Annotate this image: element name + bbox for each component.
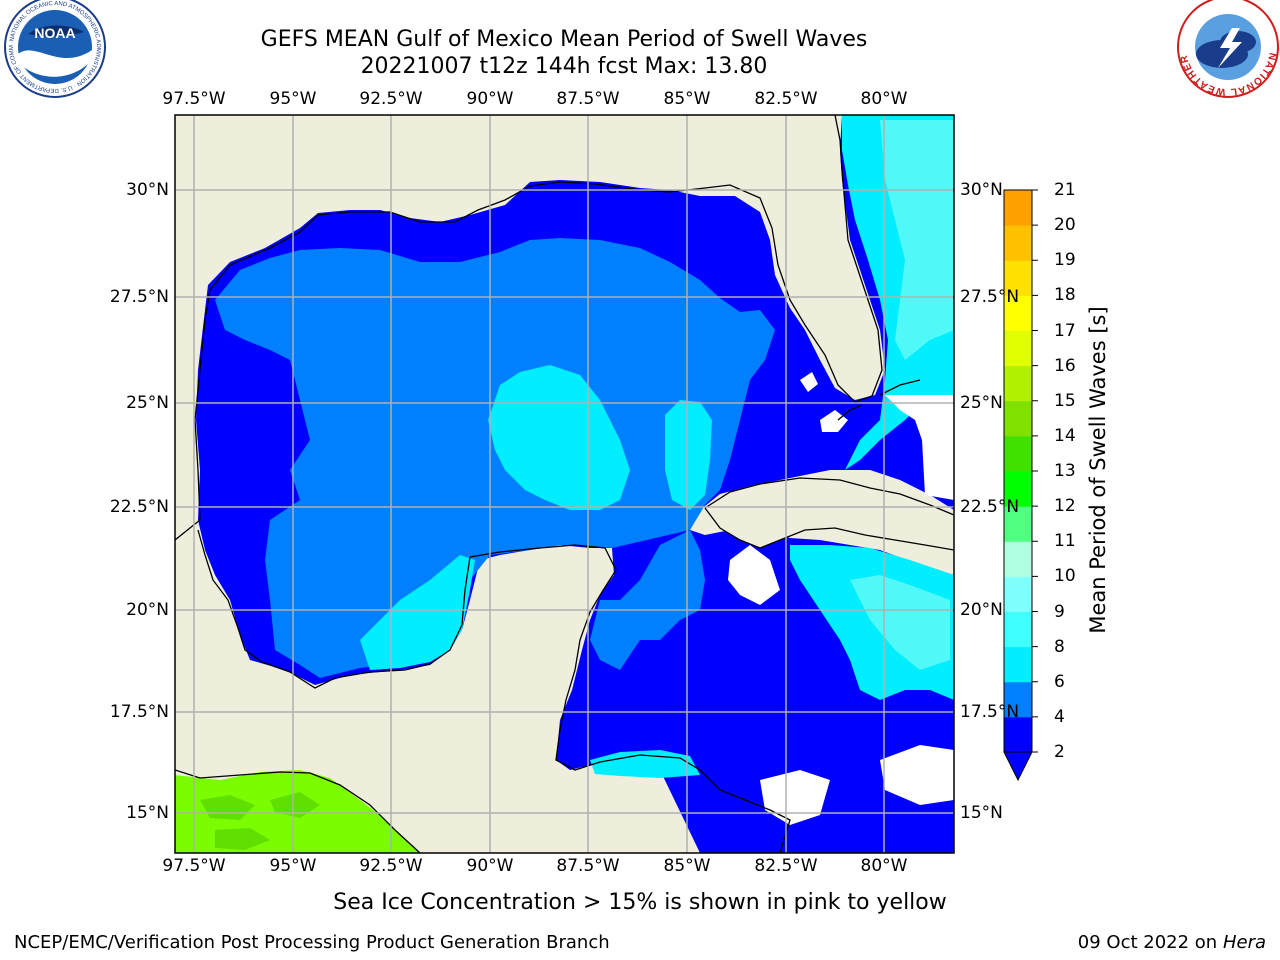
sea-ice-note: Sea Ice Concentration > 15% is shown in … bbox=[333, 890, 947, 915]
graticule bbox=[175, 115, 954, 853]
colorbar-segment bbox=[1004, 716, 1032, 753]
x-tick-top: 92.5°W bbox=[359, 89, 423, 109]
colorbar-segment bbox=[1004, 506, 1032, 542]
x-tick-bottom: 80°W bbox=[860, 856, 908, 876]
swell-period-11-12s-pacific-patches bbox=[200, 792, 320, 850]
colorbar-segment bbox=[1004, 190, 1032, 226]
x-tick-top: 95°W bbox=[269, 89, 317, 109]
footer-host: Hera bbox=[1222, 932, 1266, 953]
colorbar-extend-arrow bbox=[1003, 751, 1033, 782]
colorbar-tick: 12 bbox=[1054, 496, 1076, 517]
y-tick-right: 22.5°N bbox=[960, 497, 1020, 517]
chart-subtitle: 20221007 t12z 144h fcst Max: 13.80 bbox=[360, 54, 768, 79]
no-data-bahamas bbox=[885, 395, 954, 500]
colorbar-segment bbox=[1004, 576, 1032, 612]
colorbar-label: Mean Period of Swell Waves [s] bbox=[1086, 306, 1110, 634]
x-tick-bottom: 82.5°W bbox=[754, 856, 818, 876]
colorbar-segment bbox=[1004, 541, 1032, 577]
colorbar-tick: 17 bbox=[1054, 320, 1076, 341]
colorbar-tick: 13 bbox=[1054, 461, 1076, 481]
y-tick-left: 20°N bbox=[126, 600, 169, 620]
colorbar-tick: 20 bbox=[1054, 215, 1076, 236]
y-tick-right: 30°N bbox=[960, 180, 1003, 200]
x-tick-top: 80°W bbox=[860, 89, 908, 109]
x-tick-bottom: 97.5°W bbox=[162, 856, 226, 876]
colorbar-tick: 19 bbox=[1054, 250, 1076, 271]
y-tick-left: 25°N bbox=[126, 393, 169, 413]
y-tick-left: 27.5°N bbox=[109, 287, 169, 307]
colorbar-tick: 6 bbox=[1054, 671, 1065, 692]
swell-period-4-6s-central bbox=[215, 238, 775, 678]
colorbar-tick: 15 bbox=[1054, 390, 1076, 411]
y-tick-left: 17.5°N bbox=[109, 702, 169, 722]
y-tick-right: 15°N bbox=[960, 803, 1003, 823]
colorbar-segment bbox=[1004, 435, 1032, 472]
map-frame bbox=[174, 114, 955, 854]
coastline bbox=[175, 115, 954, 853]
y-tick-right: 25°N bbox=[960, 393, 1003, 413]
x-tick-bottom: 87.5°W bbox=[556, 856, 620, 876]
colorbar-tick: 8 bbox=[1054, 636, 1065, 657]
footer-date: 09 Oct 2022 on Hera bbox=[1078, 932, 1266, 953]
colorbar-segment bbox=[1004, 400, 1032, 437]
y-tick-right: 27.5°N bbox=[960, 287, 1020, 307]
swell-period-6-8s-yucatan-channel bbox=[665, 400, 712, 510]
colorbar-tick: 14 bbox=[1054, 425, 1076, 446]
x-tick-bottom: 85°W bbox=[663, 856, 711, 876]
y-tick-left: 22.5°N bbox=[109, 497, 169, 517]
x-tick-top: 90°W bbox=[466, 89, 514, 109]
colorbar-tick: 9 bbox=[1054, 601, 1065, 622]
x-tick-top: 97.5°W bbox=[162, 89, 226, 109]
no-data-cuba-south bbox=[728, 545, 780, 605]
colorbar-segment bbox=[1004, 260, 1032, 296]
x-tick-bottom: 90°W bbox=[466, 856, 514, 876]
x-tick-top: 87.5°W bbox=[556, 89, 620, 109]
colorbar-tick: 2 bbox=[1054, 742, 1065, 762]
colorbar-tick: 10 bbox=[1054, 566, 1076, 587]
colorbar-segment bbox=[1004, 225, 1032, 261]
footer-date-text: 09 Oct 2022 on bbox=[1077, 932, 1218, 953]
swell-period-6-8s-campeche bbox=[360, 555, 475, 670]
colorbar-tick: 21 bbox=[1054, 180, 1076, 200]
colorbar-tick: 16 bbox=[1054, 355, 1076, 376]
y-tick-left: 15°N bbox=[126, 803, 169, 823]
colorbar bbox=[1003, 189, 1038, 782]
no-data-caribbean-east bbox=[880, 745, 954, 805]
colorbar-tick: 18 bbox=[1054, 285, 1076, 306]
x-tick-top: 85°W bbox=[663, 89, 711, 109]
x-tick-bottom: 92.5°W bbox=[359, 856, 423, 876]
colorbar-tick: 4 bbox=[1054, 706, 1065, 727]
cuba-land bbox=[705, 478, 954, 550]
x-tick-top: 82.5°W bbox=[754, 89, 818, 109]
footer-credit: NCEP/EMC/Verification Post Processing Pr… bbox=[14, 932, 610, 953]
colorbar-segment bbox=[1004, 365, 1032, 402]
colorbar-segment bbox=[1004, 681, 1032, 718]
no-data-honduras-shelf bbox=[760, 770, 830, 825]
y-tick-left: 30°N bbox=[126, 180, 169, 200]
colorbar-segment bbox=[1004, 646, 1032, 683]
swell-period-8-9s-atlantic bbox=[880, 120, 954, 360]
colorbar-segment bbox=[1004, 471, 1032, 507]
swell-period-8-9s-caribbean bbox=[850, 575, 950, 670]
chart-title: GEFS MEAN Gulf of Mexico Mean Period of … bbox=[260, 27, 868, 52]
no-data-florida-keys bbox=[800, 372, 848, 432]
colorbar-segment bbox=[1004, 611, 1032, 648]
y-tick-right: 17.5°N bbox=[960, 702, 1020, 722]
swell-period-2-4s-caribbean-west bbox=[700, 780, 954, 853]
colorbar-tick: 11 bbox=[1054, 531, 1076, 552]
x-tick-bottom: 95°W bbox=[269, 856, 317, 876]
colorbar-segment bbox=[1004, 295, 1032, 331]
y-tick-right: 20°N bbox=[960, 600, 1003, 620]
colorbar-segment bbox=[1004, 330, 1032, 367]
swell-period-6-8s-core bbox=[488, 365, 630, 510]
